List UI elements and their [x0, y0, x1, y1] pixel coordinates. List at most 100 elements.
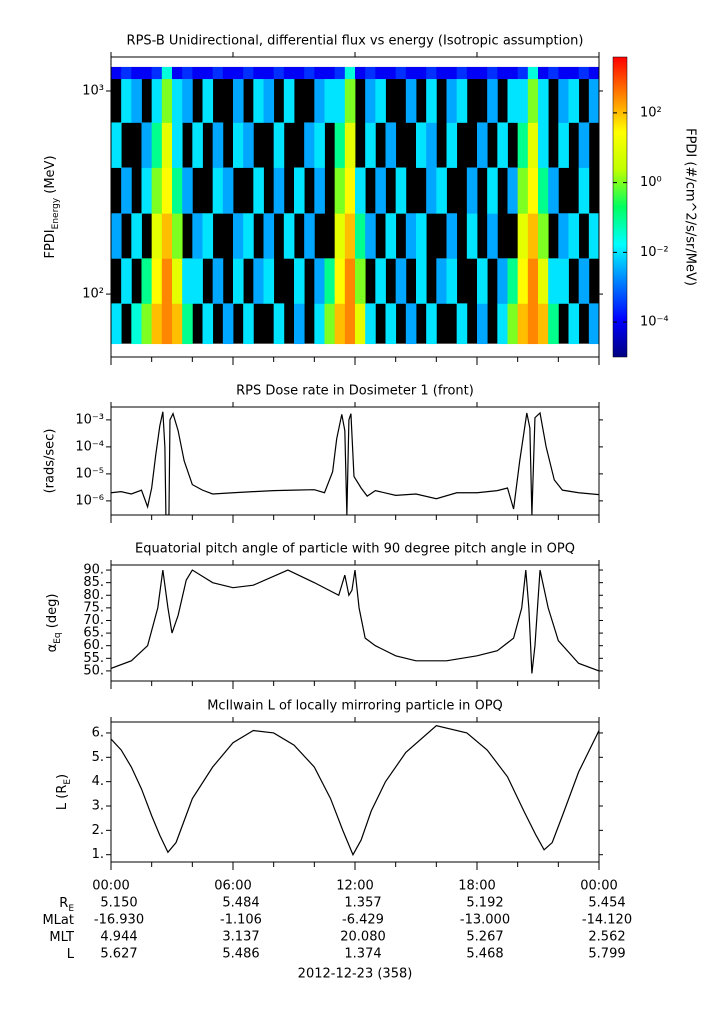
axis-label: L (RE): [55, 774, 73, 810]
y-tick-label: 3.: [92, 799, 104, 814]
heat-cell: [568, 303, 580, 345]
colorbar-tick-label: 10⁻²: [640, 245, 669, 260]
heat-cell: [507, 167, 519, 214]
heat-cell: [212, 122, 224, 168]
heat-cell: [568, 213, 580, 259]
heat-cell: [487, 78, 498, 123]
ephemeris-value: 5.150: [100, 896, 137, 911]
heat-cell: [416, 66, 427, 80]
heat-cell: [172, 303, 183, 345]
ephemeris-value: 1.357: [344, 896, 381, 911]
heat-cell: [588, 213, 600, 259]
heat-cell: [466, 213, 478, 259]
y-tick-label: 5.: [92, 750, 104, 765]
heat-cell: [416, 213, 427, 259]
heat-cell: [517, 213, 529, 259]
heat-cell: [558, 258, 569, 304]
heat-cell: [141, 258, 153, 304]
heat-cell: [385, 213, 397, 259]
heat-cell: [365, 213, 376, 259]
heat-cell: [578, 167, 590, 214]
heat-cell: [192, 258, 203, 304]
heat-cell: [395, 66, 407, 80]
heat-cell: [182, 303, 193, 345]
heat-cell: [416, 122, 427, 168]
heat-cell: [233, 213, 244, 259]
row-label-text: R: [59, 896, 68, 911]
x-tick-label: 00:00: [92, 879, 129, 894]
y-tick-label: 10⁻⁴: [75, 439, 104, 454]
heat-cell: [222, 66, 234, 80]
heat-cell: [294, 167, 305, 214]
heat-cell: [385, 66, 397, 80]
label-text: α: [45, 644, 60, 653]
row-label-subscript: E: [68, 904, 74, 914]
panel-title: McIlwain L of locally mirroring particle…: [207, 699, 503, 714]
y-tick-label: 10²: [82, 287, 104, 302]
colorbar-tick-label: 10⁻⁴: [640, 315, 669, 330]
heat-cell: [151, 66, 163, 80]
heat-cell: [344, 122, 356, 168]
heat-cell: [477, 258, 488, 304]
heat-cell: [477, 66, 488, 80]
y-tick-label: 2.: [92, 823, 104, 838]
row-label-text: L: [67, 947, 75, 962]
ephemeris-row-label: L: [67, 947, 75, 962]
heat-cell: [446, 258, 458, 304]
heat-cell: [578, 258, 590, 304]
heat-cell: [151, 303, 163, 345]
ephemeris-row-label: MLT: [49, 930, 74, 945]
heat-cell: [304, 66, 315, 80]
heat-cell: [365, 122, 376, 168]
heat-cell: [477, 303, 488, 345]
heat-cell: [497, 122, 508, 168]
heat-cell: [263, 66, 275, 80]
ephemeris-value: 1.374: [344, 947, 381, 962]
heat-cell: [111, 122, 122, 168]
x-tick-label: 00:00: [580, 879, 617, 894]
heat-cell: [243, 303, 254, 345]
y-tick-label: 70.: [83, 613, 104, 628]
heat-cell: [334, 66, 346, 80]
y-tick-label: 65.: [83, 626, 104, 641]
heat-cell: [253, 258, 264, 304]
heat-cell: [294, 303, 305, 345]
heat-cell: [375, 66, 386, 80]
row-label-text: MLT: [49, 930, 74, 945]
heat-cell: [283, 66, 295, 80]
heat-cell: [517, 66, 529, 80]
ephemeris-value: 2.562: [588, 930, 625, 945]
ephemeris-value: -13.000: [460, 913, 510, 928]
heat-cell: [334, 303, 346, 345]
heat-cell: [538, 303, 549, 345]
colorbar-label: FPDI (#/cm^2/s/sr/MeV): [683, 128, 698, 286]
y-tick-label: 80.: [83, 588, 104, 603]
label-text: (deg): [45, 594, 60, 633]
heat-cell: [568, 78, 580, 123]
heat-cell: [365, 66, 376, 80]
y-tick-label: 10³: [82, 83, 104, 98]
heat-cell: [355, 303, 366, 345]
heat-cell: [395, 167, 407, 214]
heat-cell: [446, 122, 458, 168]
label-subscript: Eq: [53, 632, 63, 643]
heat-cell: [243, 122, 254, 168]
ephemeris-value: 5.799: [588, 947, 625, 962]
heat-cell: [375, 167, 386, 214]
heat-cell: [334, 213, 346, 259]
y-tick-label: 90.: [83, 563, 104, 578]
heat-cell: [446, 213, 458, 259]
heat-cell: [497, 66, 508, 80]
heat-cell: [121, 66, 132, 80]
y-tick-label: 4.: [92, 774, 104, 789]
heat-cell: [466, 167, 478, 214]
heat-cell: [273, 66, 285, 80]
ephemeris-value: -14.120: [582, 913, 632, 928]
heat-cell: [446, 66, 458, 80]
heat-cell: [304, 213, 315, 259]
heat-cell: [141, 66, 153, 80]
colorbar: [612, 56, 628, 358]
data-line: [111, 569, 599, 674]
heat-cell: [182, 66, 193, 80]
colorbar-tick-label: 10²: [640, 105, 662, 120]
